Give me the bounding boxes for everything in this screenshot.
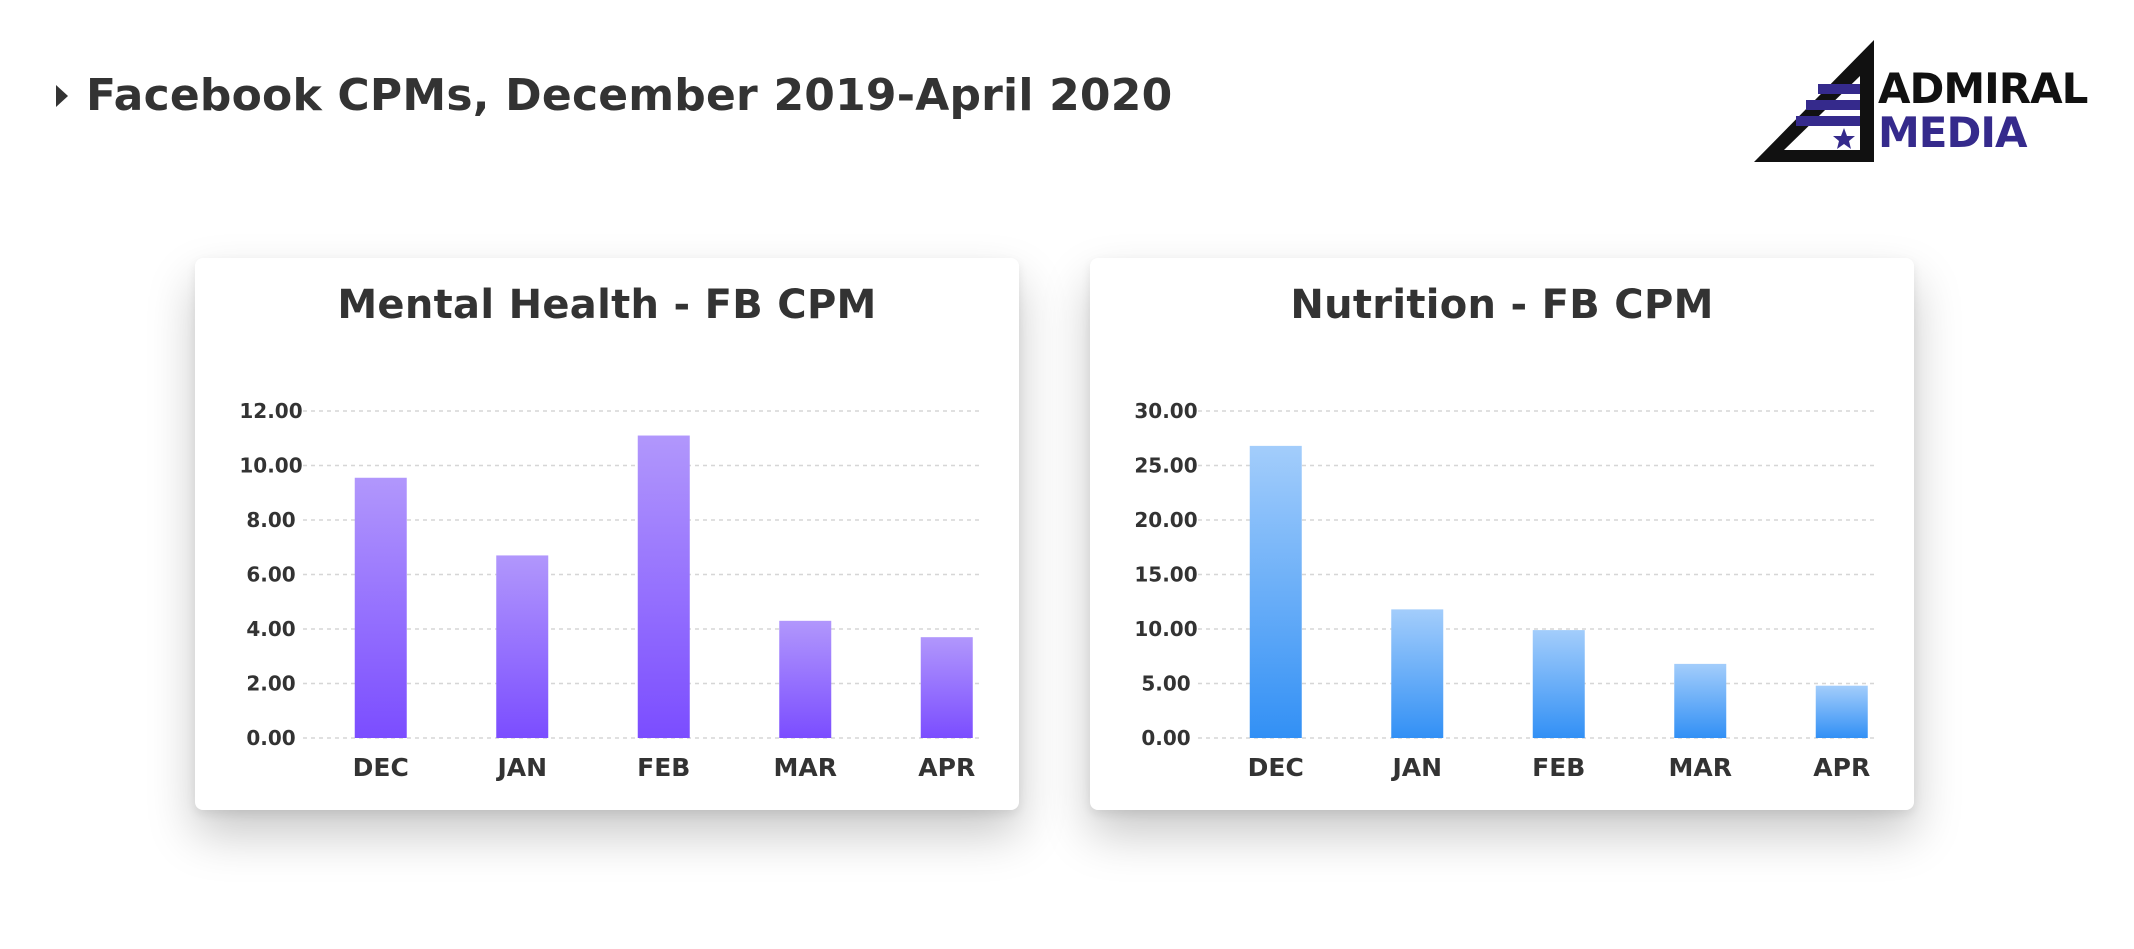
chart-title: Nutrition - FB CPM [1290, 282, 1714, 328]
page-title: Facebook CPMs, December 2019-April 2020 [86, 70, 1173, 121]
bar-apr [1815, 685, 1868, 738]
x-category-label: APR [918, 753, 975, 782]
x-category-label: DEC [1248, 753, 1304, 782]
bar-mar [779, 620, 832, 738]
x-category-label: DEC [353, 753, 409, 782]
x-category-label: FEB [1532, 753, 1585, 782]
y-tick-label: 2.00 [246, 672, 295, 696]
chart-card-nutrition: Nutrition - FB CPM 0.00 5.00 10.00 15.00 20.… [1090, 258, 1914, 810]
y-tick-label: 0.00 [246, 726, 295, 750]
x-category-label: MAR [774, 753, 837, 782]
bar-jan [496, 555, 549, 738]
y-tick-label: 25.00 [1134, 454, 1197, 478]
y-tick-label: 10.00 [239, 454, 302, 478]
x-category-label: FEB [637, 753, 690, 782]
chart-title: Mental Health - FB CPM [337, 282, 877, 328]
logo-text-media: MEDIA [1878, 108, 2027, 157]
bar-jan [1391, 609, 1444, 738]
y-tick-label: 30.00 [1134, 399, 1197, 423]
y-tick-label: 4.00 [246, 617, 295, 641]
bar-dec [354, 477, 407, 738]
y-tick-label: 12.00 [239, 399, 302, 423]
x-category-label: JAN [495, 753, 547, 782]
admiral-media-logo: ADMIRAL MEDIA [1748, 36, 2098, 170]
x-category-label: APR [1813, 753, 1870, 782]
y-tick-label: 15.00 [1134, 563, 1197, 587]
bar-chart-mental-health: 0.00 2.00 4.00 6.00 8.00 10.00 12.00 DEC JAN FEB M… [239, 399, 979, 782]
bar-feb [1532, 630, 1585, 738]
logo-text-admiral: ADMIRAL [1878, 64, 2088, 113]
y-tick-label: 20.00 [1134, 508, 1197, 532]
bullet-triangle-icon [56, 84, 68, 107]
bar-apr [920, 637, 973, 738]
y-tick-label: 0.00 [1141, 726, 1190, 750]
x-category-label: JAN [1390, 753, 1442, 782]
y-tick-label: 6.00 [246, 563, 295, 587]
page-header: Facebook CPMs, December 2019-April 2020 [56, 70, 1172, 121]
y-tick-label: 5.00 [1141, 672, 1190, 696]
bar-dec [1249, 445, 1302, 738]
y-tick-label: 8.00 [246, 508, 295, 532]
logo-flag-icon [1754, 40, 1874, 162]
x-category-label: MAR [1669, 753, 1732, 782]
bar-mar [1674, 663, 1727, 738]
bar-chart-nutrition: 0.00 5.00 10.00 15.00 20.00 25.00 30.00 DEC JAN F… [1134, 399, 1874, 782]
y-tick-label: 10.00 [1134, 617, 1197, 641]
bar-feb [637, 435, 690, 738]
chart-card-mental-health: Mental Health - FB CPM 0.00 2.00 4.00 6.00 8… [195, 258, 1019, 810]
